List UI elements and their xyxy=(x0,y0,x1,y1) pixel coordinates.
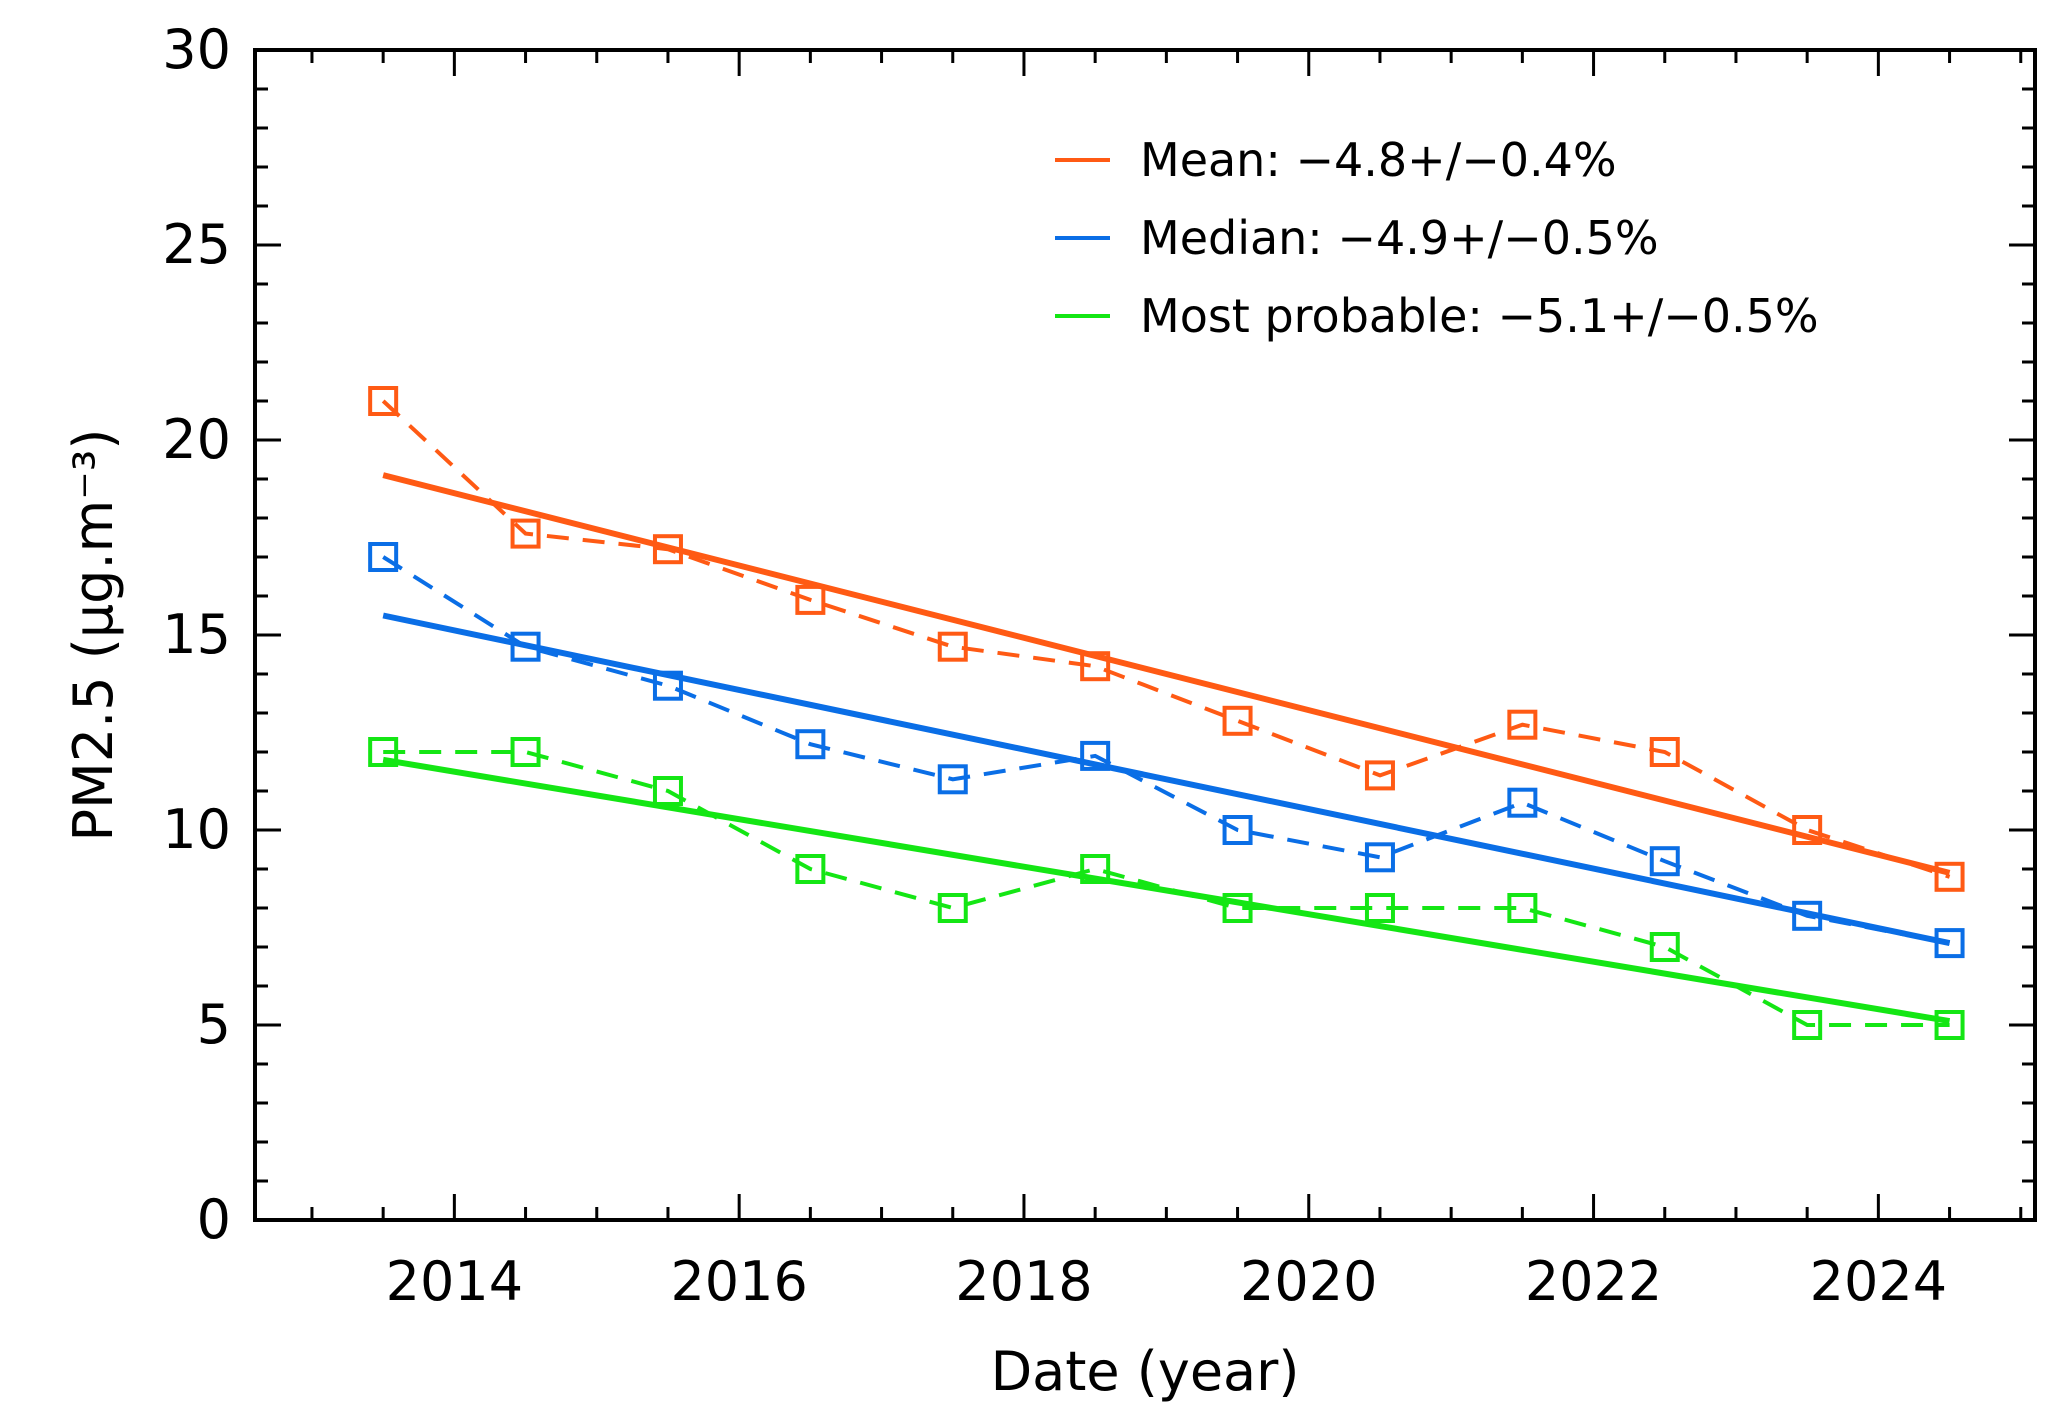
series-trend-line xyxy=(382,612,1951,947)
legend-label: Mean: −4.8+/−0.4% xyxy=(1140,133,1617,187)
data-point xyxy=(1792,900,1823,931)
data-point xyxy=(795,854,826,884)
data-point xyxy=(1649,737,1680,767)
x-tick-label: 2020 xyxy=(1240,1250,1377,1313)
data-point xyxy=(1080,651,1111,682)
y-axis-title: PM2.5 (μg.m⁻³) xyxy=(62,429,125,842)
x-tick-label: 2022 xyxy=(1525,1250,1662,1313)
data-point xyxy=(368,386,399,416)
y-tick-label: 25 xyxy=(162,213,231,276)
y-tick-label: 15 xyxy=(162,603,231,666)
data-point xyxy=(1792,815,1823,845)
x-tick-labels: 2014 2016 2018 2020 2022 2024 xyxy=(386,1250,1947,1313)
plot-frame xyxy=(253,48,2037,1222)
x-tick-label: 2018 xyxy=(955,1250,1092,1313)
data-point xyxy=(1934,1010,1965,1040)
data-point xyxy=(652,776,683,806)
data-point xyxy=(510,518,541,549)
data-point xyxy=(652,534,683,565)
data-point xyxy=(1222,893,1253,923)
data-point xyxy=(1364,842,1395,873)
data-point xyxy=(1507,893,1538,923)
data-point xyxy=(937,893,968,923)
data-point xyxy=(937,631,968,662)
data-point xyxy=(795,729,826,760)
series-trend-line xyxy=(382,472,1951,876)
data-point xyxy=(1792,1010,1823,1040)
data-point xyxy=(652,670,683,701)
y-tick-label: 5 xyxy=(197,993,231,1056)
data-point xyxy=(1649,932,1680,962)
y-tick-labels: 0 5 10 15 20 25 30 xyxy=(162,18,231,1251)
data-point xyxy=(1649,846,1680,877)
series-2 xyxy=(368,542,1965,959)
y-tick-label: 20 xyxy=(162,408,231,471)
y-tick-label: 30 xyxy=(162,18,231,81)
data-point xyxy=(1364,760,1395,791)
data-point xyxy=(1222,705,1253,736)
series-trend-line xyxy=(382,756,1951,1025)
x-tick-label: 2016 xyxy=(670,1250,807,1313)
data-point xyxy=(368,542,399,572)
data-point xyxy=(937,764,968,795)
series-data-line xyxy=(381,399,1951,879)
data-point xyxy=(368,737,399,767)
data-point xyxy=(1080,854,1111,884)
series-data-line xyxy=(382,555,1950,946)
x-tick-label: 2024 xyxy=(1810,1250,1947,1313)
data-point xyxy=(1222,815,1253,845)
series-data-line xyxy=(383,750,1950,1027)
legend-label: Most probable: −5.1+/−0.5% xyxy=(1140,289,1819,343)
x-tick-label: 2014 xyxy=(386,1250,523,1313)
data-point xyxy=(795,584,826,615)
legend: Mean: −4.8+/−0.4% Median: −4.9+/−0.5% Most… xyxy=(1055,133,1819,343)
y-tick-label: 10 xyxy=(162,798,231,861)
data-point xyxy=(1934,928,1965,959)
y-tick-label: 0 xyxy=(197,1188,231,1251)
series-1 xyxy=(368,386,1965,892)
data-point xyxy=(510,631,541,662)
series-layer xyxy=(368,386,1965,1040)
data-point xyxy=(510,737,541,767)
x-axis-title: Date (year) xyxy=(991,1340,1300,1403)
data-point xyxy=(1507,787,1538,818)
series-3 xyxy=(368,737,1965,1040)
data-point xyxy=(1364,893,1395,923)
legend-label: Median: −4.9+/−0.5% xyxy=(1140,211,1659,265)
data-point xyxy=(1934,861,1965,892)
data-point xyxy=(1080,740,1111,771)
data-point xyxy=(1507,709,1538,740)
